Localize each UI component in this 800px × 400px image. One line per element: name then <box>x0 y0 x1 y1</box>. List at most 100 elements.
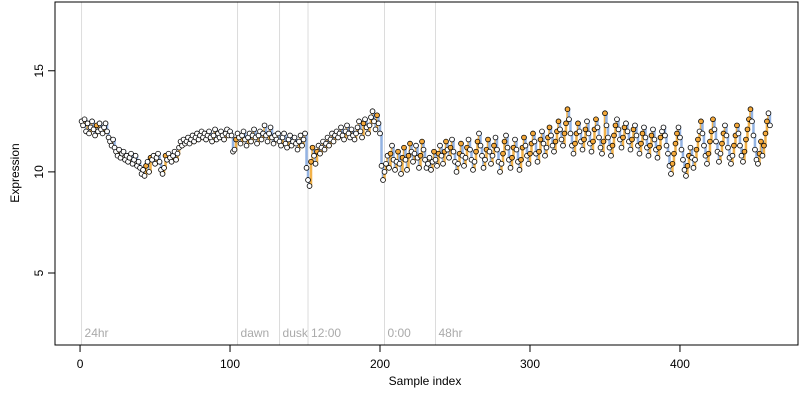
data-point <box>513 146 520 153</box>
data-point <box>428 167 434 173</box>
data-point <box>558 136 565 143</box>
data-point <box>599 150 605 157</box>
data-point <box>648 132 655 139</box>
data-point <box>309 144 316 151</box>
data-point <box>284 144 290 151</box>
data-point <box>761 142 767 149</box>
data-point <box>512 136 518 143</box>
data-point <box>132 152 139 159</box>
data-point <box>351 136 358 143</box>
data-point <box>303 165 310 171</box>
data-point <box>275 130 281 137</box>
data-point <box>521 134 527 141</box>
data-point <box>378 163 385 169</box>
data-point <box>668 171 674 177</box>
data-point <box>665 150 671 157</box>
data-point <box>173 156 179 163</box>
data-point <box>656 144 662 151</box>
data-point <box>306 183 313 189</box>
data-point <box>594 124 601 131</box>
data-point <box>660 124 667 131</box>
data-point <box>426 154 433 161</box>
data-point <box>462 154 469 161</box>
data-point <box>642 134 649 141</box>
data-point <box>261 122 268 129</box>
data-point <box>560 142 566 149</box>
data-point <box>402 156 409 163</box>
data-point <box>500 150 506 157</box>
data-point <box>641 124 647 131</box>
data-point <box>278 142 284 149</box>
data-point <box>302 130 308 137</box>
data-point <box>729 152 736 159</box>
data-point <box>254 140 260 147</box>
data-point <box>365 130 371 137</box>
data-point <box>624 128 631 135</box>
data-point <box>738 152 745 159</box>
data-point <box>362 116 368 123</box>
data-point <box>629 136 635 143</box>
data-point <box>552 138 559 145</box>
data-point <box>603 122 610 129</box>
data-point <box>752 146 758 153</box>
data-point <box>410 158 416 165</box>
data-point <box>710 116 716 123</box>
data-point <box>582 126 589 133</box>
data-point <box>767 122 773 129</box>
data-point <box>503 132 509 139</box>
data-point <box>354 124 361 131</box>
data-point <box>482 156 488 163</box>
annotation-label: 24hr <box>85 326 109 340</box>
data-point <box>296 138 302 145</box>
data-point <box>338 124 344 131</box>
data-point <box>509 154 515 161</box>
data-point <box>536 148 542 155</box>
data-point <box>608 152 614 159</box>
data-point <box>683 173 689 179</box>
data-point <box>407 140 413 147</box>
data-point <box>395 148 401 155</box>
x-tick-label: 200 <box>370 357 390 371</box>
data-point <box>92 132 98 139</box>
data-point <box>555 118 562 125</box>
data-point <box>687 144 694 151</box>
data-point <box>353 130 359 137</box>
data-point <box>669 160 676 167</box>
data-point <box>750 132 757 139</box>
y-tick-label: 10 <box>32 165 46 179</box>
data-point <box>743 136 749 143</box>
data-point <box>488 160 494 167</box>
data-point <box>237 140 244 147</box>
data-point <box>128 150 134 157</box>
data-point <box>161 165 167 171</box>
data-point <box>401 144 407 151</box>
data-point <box>476 130 482 137</box>
data-point <box>294 146 301 153</box>
data-point <box>542 152 548 159</box>
data-point <box>356 118 362 125</box>
data-point <box>90 126 97 133</box>
data-point <box>465 136 472 143</box>
data-point <box>674 130 680 137</box>
data-point <box>299 142 305 149</box>
data-point <box>563 120 569 127</box>
data-point <box>695 136 701 143</box>
data-point <box>764 118 770 125</box>
data-point <box>479 152 485 159</box>
data-point <box>240 128 247 135</box>
data-point <box>174 150 181 157</box>
data-point <box>504 144 511 151</box>
data-point <box>89 118 95 125</box>
data-point <box>719 140 725 147</box>
data-point <box>344 122 350 129</box>
data-point <box>110 136 116 143</box>
data-point <box>501 138 508 145</box>
data-point <box>144 158 151 165</box>
data-point <box>396 160 403 167</box>
data-point <box>420 146 427 153</box>
x-tick-label: 0 <box>77 357 84 371</box>
data-point <box>477 142 484 149</box>
data-point <box>623 120 629 127</box>
data-point <box>705 150 712 157</box>
data-point <box>317 150 323 157</box>
